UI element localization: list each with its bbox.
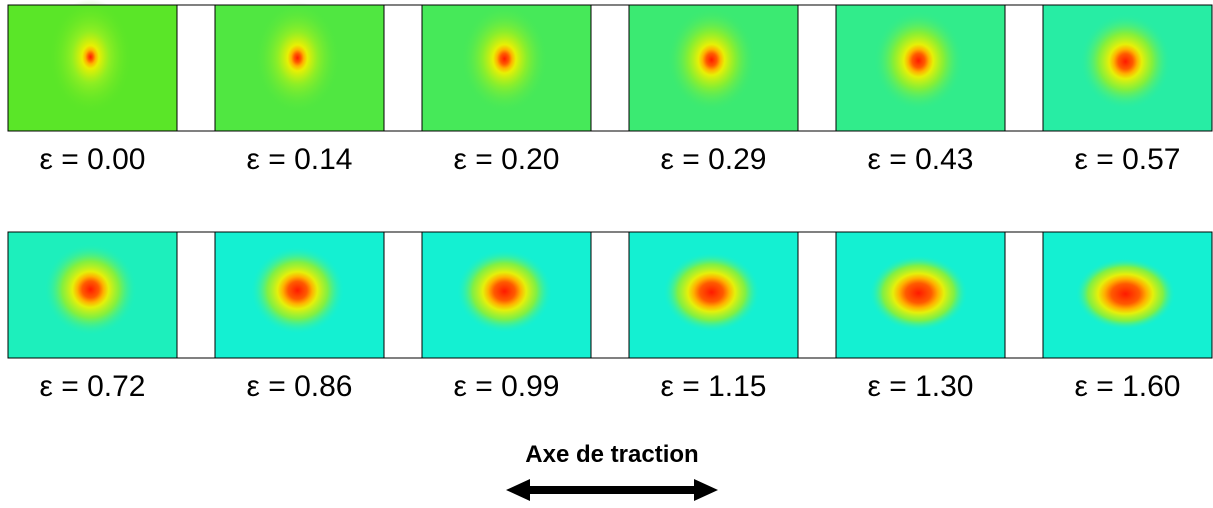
pattern-border: [628, 4, 799, 132]
scattering-pattern: [48, 0, 133, 115]
arrow-head-right: [694, 479, 718, 501]
scattering-pattern: [250, 246, 345, 335]
scattering-pattern: [254, 1, 341, 114]
strip-frame: [7, 231, 1213, 359]
scattering-pattern: [456, 249, 553, 334]
pattern-border: [7, 4, 178, 132]
arrow-head-left: [506, 479, 530, 501]
strain-label: ε = 0.86: [247, 370, 353, 403]
strip-frame: [7, 4, 1213, 132]
strain-label: ε = 0.20: [454, 143, 560, 176]
strain-label: ε = 0.29: [661, 143, 767, 176]
strain-label: ε = 0.43: [868, 143, 974, 176]
scattering-pattern: [1075, 258, 1176, 330]
strain-label: ε = 0.57: [1075, 143, 1181, 176]
strain-label: ε = 0.99: [454, 370, 560, 403]
scattering-pattern: [873, 10, 964, 111]
strain-label: ε = 0.72: [40, 370, 146, 403]
scattering-pattern: [1079, 13, 1172, 110]
pattern-border: [421, 4, 592, 132]
pattern-border: [1042, 4, 1213, 132]
strain-label: ε = 1.60: [1075, 370, 1181, 403]
scattering-pattern: [667, 7, 756, 112]
scattering-pattern: [869, 255, 968, 332]
pattern-border: [835, 231, 1006, 359]
pattern-border: [214, 231, 385, 359]
pattern-border: [835, 4, 1006, 132]
pattern-border: [214, 4, 385, 132]
strain-label: ε = 0.14: [247, 143, 353, 176]
axis-label: Axe de traction: [525, 441, 698, 468]
scattering-pattern: [44, 243, 137, 336]
pattern-border: [1042, 231, 1213, 359]
double-arrow: [506, 479, 718, 501]
panels: ε = 0.00 ε = 0.14 ε = 0.20 ε = 0.29 ε = 0.43…: [7, 0, 1213, 403]
strain-label: ε = 0.00: [40, 143, 146, 176]
strain-label: ε = 1.30: [868, 370, 974, 403]
scattering-pattern: [461, 4, 548, 113]
pattern-border: [7, 231, 178, 359]
strain-label: ε = 1.15: [661, 370, 767, 403]
pattern-border: [421, 231, 592, 359]
pattern-border: [628, 231, 799, 359]
scattering-pattern: [662, 252, 761, 333]
